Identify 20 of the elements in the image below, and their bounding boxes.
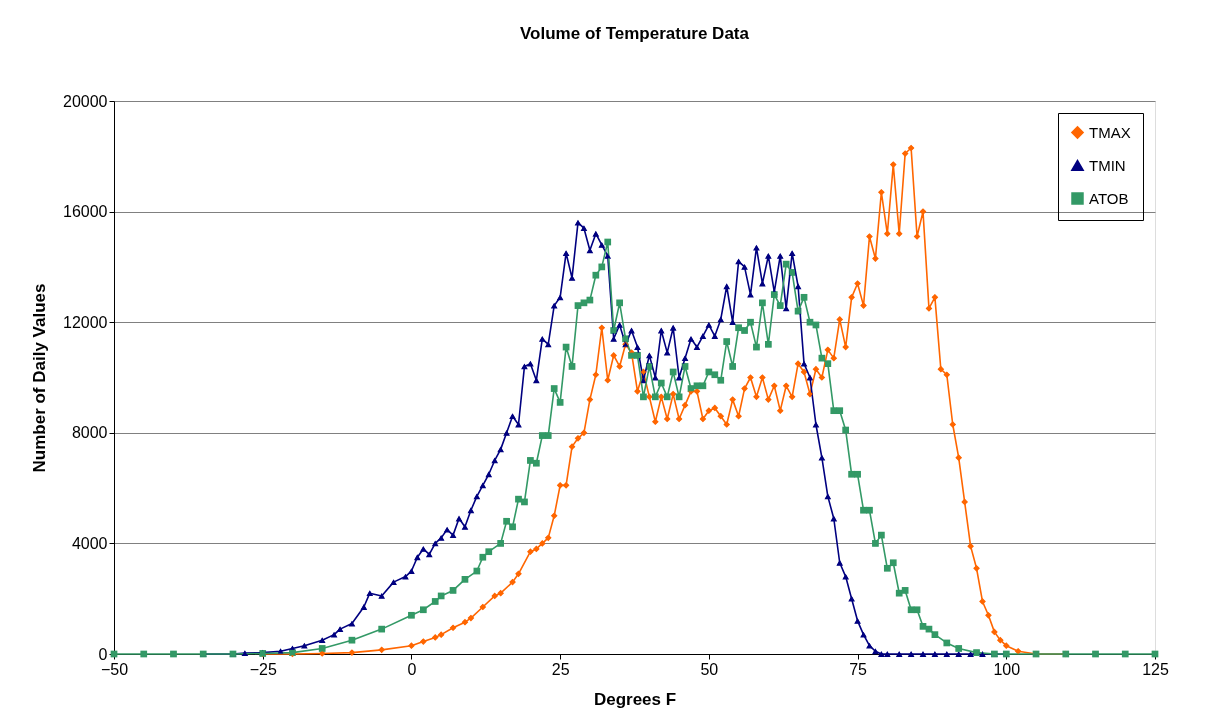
legend-label: ATOB	[1089, 189, 1129, 207]
x-tick-label: 100	[993, 660, 1021, 678]
legend-label: TMIN	[1089, 156, 1126, 174]
x-tick-label: −50	[100, 660, 129, 678]
y-tick-label: 16000	[63, 203, 108, 221]
y-axis-title: Number of Daily Values	[30, 283, 50, 473]
x-tick-label: 50	[700, 660, 719, 678]
legend-label: TMAX	[1089, 123, 1131, 141]
x-tick-label: 25	[551, 660, 570, 678]
x-axis-title: Degrees F	[593, 689, 677, 709]
x-tick-label: 125	[1142, 660, 1169, 678]
x-tick-label: 0	[407, 660, 417, 678]
y-tick-label: 4000	[71, 534, 108, 552]
x-tick-label: −25	[249, 660, 277, 678]
y-tick-label: 20000	[63, 92, 108, 110]
y-tick-label: 8000	[71, 424, 108, 442]
chart-title: Volume of Temperature Data	[520, 24, 750, 43]
y-tick-label: 12000	[63, 313, 108, 331]
y-tick-label: 0	[98, 645, 108, 663]
x-tick-label: 75	[849, 660, 868, 678]
